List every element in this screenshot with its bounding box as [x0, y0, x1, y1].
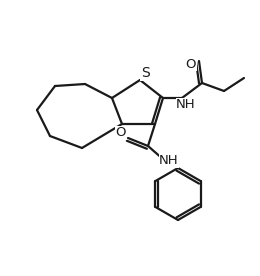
- Text: S: S: [141, 66, 149, 80]
- Text: NH: NH: [159, 155, 179, 168]
- Text: NH: NH: [176, 99, 196, 112]
- Text: O: O: [186, 57, 196, 70]
- Text: O: O: [116, 126, 126, 139]
